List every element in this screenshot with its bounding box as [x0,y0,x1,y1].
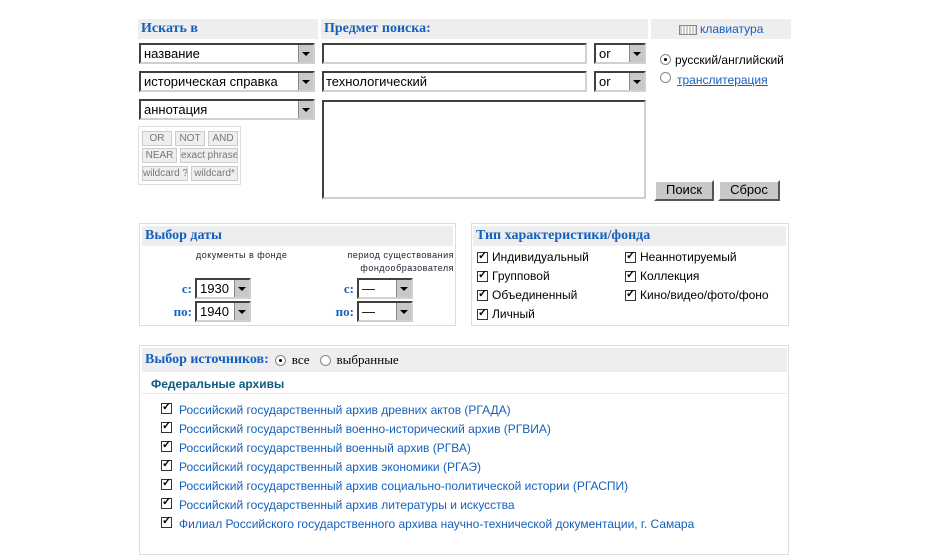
translit-link[interactable]: транслитерация [677,73,768,87]
op-wildcard-q-button[interactable]: wildcard ? [142,166,188,181]
archive-link[interactable]: Российский государственный архив древних… [179,403,511,417]
op-select-value: or [599,74,611,89]
op-not-button[interactable]: NOT [175,131,205,146]
field-select-value: историческая справка [144,74,278,89]
to-label: по: [173,304,192,319]
op-wildcard-star-button[interactable]: wildcard* [191,166,238,181]
search-in-header: Искать в [138,19,318,39]
archive-checkbox[interactable] [161,419,172,433]
type-checkbox[interactable] [625,287,636,301]
keyboard-link[interactable]: клавиатура [651,19,791,39]
type-checkbox[interactable] [477,287,488,301]
type-panel [471,223,789,326]
op-exact-phrase-button[interactable]: exact phrase [180,148,238,163]
field-select-value: название [144,46,200,61]
sources-title: Выбор источников: [145,352,269,367]
doc-from-select[interactable]: 1930 [195,278,251,299]
archive-link[interactable]: Российский государственный архив социаль… [179,479,629,493]
select-value: 1940 [200,304,229,319]
operators-panel [138,126,241,185]
op-select-value: or [599,46,611,61]
sources-selected-radio[interactable] [319,354,331,366]
chevron-down-icon [629,73,644,90]
lang-radio-ru-en[interactable] [660,54,671,65]
archive-link[interactable]: Российский государственный архив экономи… [179,460,482,474]
chevron-down-icon [396,303,411,320]
type-checkbox[interactable] [625,249,636,263]
archive-checkbox[interactable] [161,476,172,490]
subject-header: Предмет поиска: [321,19,648,39]
period-from-label: с: [343,281,354,296]
archive-link[interactable]: Филиал Российского государственного архи… [179,517,695,531]
chevron-down-icon [298,45,313,62]
select-value: — [362,304,375,319]
chevron-down-icon [396,280,411,297]
sources-selected-label: выбранные [336,352,399,367]
type-label: Кино/видео/фото/фоно [640,288,769,302]
archive-checkbox[interactable] [161,400,172,414]
from-label: с: [181,281,192,296]
archive-checkbox[interactable] [161,438,172,452]
sources-all-label: все [291,352,310,367]
period-label-2: фондообразователя [360,263,454,273]
divider [142,393,787,394]
type-checkbox[interactable] [625,268,636,282]
query-input-2[interactable]: технологический [322,71,587,92]
type-label: Личный [492,307,535,321]
chevron-down-icon [298,73,313,90]
lang-label-ru-en: русский/английский [675,53,784,67]
type-checkbox[interactable] [477,306,488,320]
date-title: Выбор даты [142,226,453,246]
date-panel [139,223,456,326]
field-select-3[interactable]: аннотация [139,99,315,120]
reset-button[interactable]: Сброс [718,180,780,201]
archive-link[interactable]: Российский государственный военно-истори… [179,422,551,436]
period-from-select[interactable]: — [357,278,413,299]
chevron-down-icon [234,280,249,297]
type-label: Коллекция [640,269,700,283]
archive-link[interactable]: Российский государственный военный архив… [179,441,471,455]
doc-to-select[interactable]: 1940 [195,301,251,322]
type-label: Групповой [492,269,550,283]
keyboard-icon [678,24,697,35]
period-to-label: по: [335,304,354,319]
select-value: 1930 [200,281,229,296]
chevron-down-icon [234,303,249,320]
sources-all-radio[interactable] [274,354,286,366]
type-title: Тип характеристики/фонда [473,226,786,246]
archive-checkbox[interactable] [161,495,172,509]
op-select-2[interactable]: or [594,71,646,92]
op-select-1[interactable]: or [594,43,646,64]
type-label: Объединенный [492,288,578,302]
period-label: период существования [347,250,454,260]
chevron-down-icon [298,101,313,118]
search-button[interactable]: Поиск [654,180,714,201]
field-select-2[interactable]: историческая справка [139,71,315,92]
field-select-1[interactable]: название [139,43,315,64]
lang-radio-translit[interactable] [660,72,671,83]
field-select-value: аннотация [144,102,208,117]
doc-dates-label: документы в фонде [196,250,288,260]
type-label: Индивидуальный [492,250,589,264]
chevron-down-icon [629,45,644,62]
group-federal-title: Федеральные архивы [151,377,285,391]
query-textarea[interactable] [322,100,646,199]
type-checkbox[interactable] [477,268,488,282]
archive-link[interactable]: Российский государственный архив литерат… [179,498,515,512]
op-and-button[interactable]: AND [208,131,238,146]
period-to-select[interactable]: — [357,301,413,322]
sources-header: Выбор источников: все выбранные [142,348,787,372]
keyboard-label: клавиатура [699,22,764,36]
archive-checkbox[interactable] [161,514,172,528]
op-near-button[interactable]: NEAR [142,148,177,163]
type-checkbox[interactable] [477,249,488,263]
select-value: — [362,281,375,296]
archive-checkbox[interactable] [161,457,172,471]
type-label: Неаннотируемый [640,250,737,264]
op-or-button[interactable]: OR [142,131,172,146]
query-input-1[interactable] [322,43,587,64]
